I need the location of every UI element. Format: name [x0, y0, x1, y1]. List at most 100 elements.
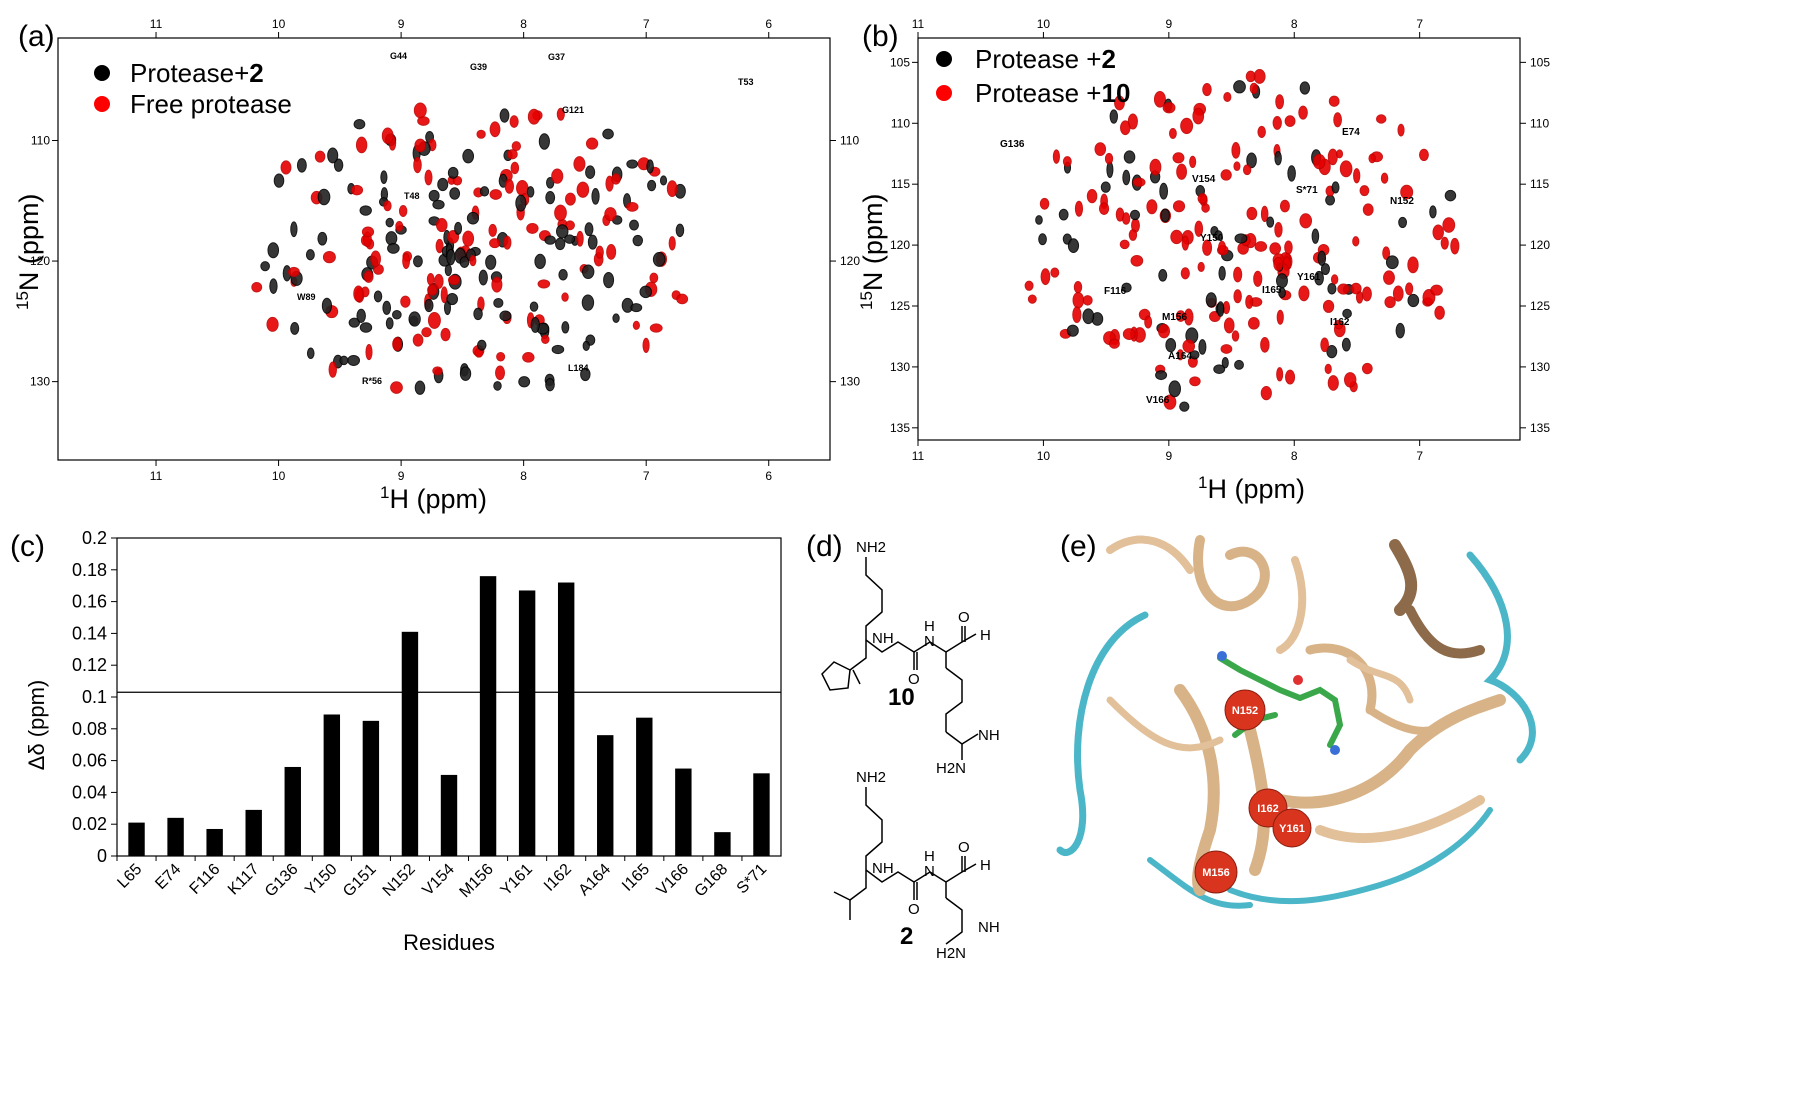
- peak-label: Y150: [1200, 233, 1224, 244]
- guanidine-label: H2N: [936, 760, 966, 777]
- nmr-peak: [1098, 202, 1110, 215]
- nmr-peak: [1352, 236, 1360, 247]
- x-tick-label: 7: [1416, 449, 1423, 463]
- residue-sphere: [1224, 689, 1266, 731]
- nmr-peak: [1027, 294, 1037, 304]
- atom-label: O: [958, 609, 970, 626]
- nmr-peak: [493, 297, 504, 308]
- nmr-peak: [1179, 401, 1190, 412]
- nmr-peak: [1132, 177, 1146, 187]
- nmr-peak: [1273, 256, 1284, 272]
- nmr-peak: [1400, 184, 1414, 200]
- x-tick-label: 8: [1291, 449, 1298, 463]
- nmr-peak: [647, 179, 657, 192]
- x-tick-label: I162: [541, 861, 575, 895]
- nmr-peak: [1312, 153, 1326, 170]
- nmr-peak: [440, 327, 451, 342]
- nmr-peak: [1405, 282, 1414, 296]
- y-tick-label-right: 105: [1530, 55, 1550, 69]
- nmr-peak: [1233, 266, 1243, 283]
- nmr-peak: [1380, 172, 1389, 184]
- y-tick-label-right: 115: [1530, 177, 1549, 191]
- y-tick-label: 0.06: [72, 751, 107, 771]
- nmr-peak: [306, 347, 315, 360]
- nmr-peak: [380, 170, 388, 184]
- nmr-peak: [1217, 240, 1227, 255]
- panel-c-letter: (c): [10, 530, 45, 563]
- nmr-peak: [1198, 339, 1207, 355]
- nmr-peak: [1050, 267, 1060, 278]
- nmr-peak: [1257, 125, 1266, 138]
- nmr-peak: [1398, 216, 1408, 229]
- nmr-peak: [290, 322, 300, 335]
- nmr-peak: [611, 173, 621, 185]
- x-tick-label: L65: [114, 861, 145, 892]
- x-tick-label: 6: [765, 469, 772, 483]
- nmr-peak: [565, 220, 575, 231]
- nmr-peak: [626, 159, 639, 169]
- nmr-peak: [1180, 117, 1194, 135]
- x-tick-label-top: 8: [520, 17, 527, 31]
- nmr-peak: [1245, 294, 1254, 309]
- legend-a-item-1: Protease+2: [130, 58, 264, 88]
- nmr-peak: [1339, 160, 1353, 178]
- nmr-peak: [446, 293, 459, 306]
- nmr-peak: [273, 173, 285, 188]
- nmr-peak: [269, 278, 278, 294]
- nmr-peak: [1121, 282, 1132, 293]
- nmr-peak: [1311, 228, 1320, 244]
- nh-label: NH: [978, 919, 1000, 936]
- nmr-peak: [1298, 285, 1310, 302]
- panel-a-spectrum: 11 11 10 10 9 9 8 8 7 7 6 6 110 110 120 120 130 130 Prote…: [13, 17, 860, 514]
- nmr-peak: [504, 179, 515, 194]
- peak-label: V166: [1146, 395, 1170, 406]
- nmr-peak: [511, 141, 522, 152]
- nmr-peak: [509, 115, 519, 128]
- y-tick-label-right: 130: [1530, 360, 1550, 374]
- y-tick-label-right: 110: [1530, 116, 1549, 130]
- nmr-peak: [447, 166, 459, 179]
- nmr-peak: [565, 192, 576, 206]
- nmr-peak: [1149, 158, 1162, 176]
- nmr-peak: [1266, 216, 1275, 228]
- nmr-peak: [1272, 115, 1282, 130]
- nmr-peak: [1189, 376, 1201, 387]
- nmr-peak: [400, 295, 411, 308]
- x-tick-label: 10: [1037, 449, 1051, 463]
- nmr-peak: [1331, 181, 1340, 194]
- nmr-peak: [280, 160, 292, 175]
- atom-label: O: [908, 671, 920, 688]
- nmr-peak: [522, 352, 535, 363]
- nmr-peak: [1205, 292, 1217, 308]
- x-tick-label: E74: [152, 861, 184, 893]
- nmr-peak: [1353, 168, 1361, 184]
- nmr-peak: [1260, 336, 1270, 353]
- nmr-peak: [1221, 356, 1229, 369]
- nmr-peak: [546, 176, 555, 189]
- atom-label: H: [924, 848, 935, 865]
- nmr-peak: [551, 344, 565, 355]
- peak-label: M156: [1162, 312, 1187, 323]
- nmr-peak: [1368, 153, 1376, 164]
- nmr-peak: [603, 271, 615, 289]
- y-tick-label: 0.02: [72, 814, 107, 834]
- x-tick-label-top: 6: [765, 17, 772, 31]
- nmr-peak: [1202, 239, 1213, 256]
- x-tick-label-top: 7: [1416, 17, 1423, 31]
- nmr-peak: [1254, 241, 1268, 252]
- x-tick-label: S*71: [734, 861, 771, 898]
- nmr-peak: [1440, 236, 1449, 250]
- peak-label: E74: [1342, 127, 1360, 138]
- nmr-peak: [1158, 269, 1168, 282]
- bar: [518, 590, 536, 856]
- nmr-peak: [489, 238, 501, 249]
- nmr-peak: [632, 234, 644, 247]
- nmr-peak: [612, 313, 620, 323]
- nmr-peak: [587, 234, 598, 250]
- nmr-peak: [1450, 237, 1460, 255]
- x-tick-label: I165: [619, 861, 653, 895]
- nmr-peak: [449, 187, 461, 200]
- nmr-peak: [395, 220, 404, 232]
- nmr-peak: [1320, 263, 1331, 276]
- x-tick-label-top: 9: [398, 17, 405, 31]
